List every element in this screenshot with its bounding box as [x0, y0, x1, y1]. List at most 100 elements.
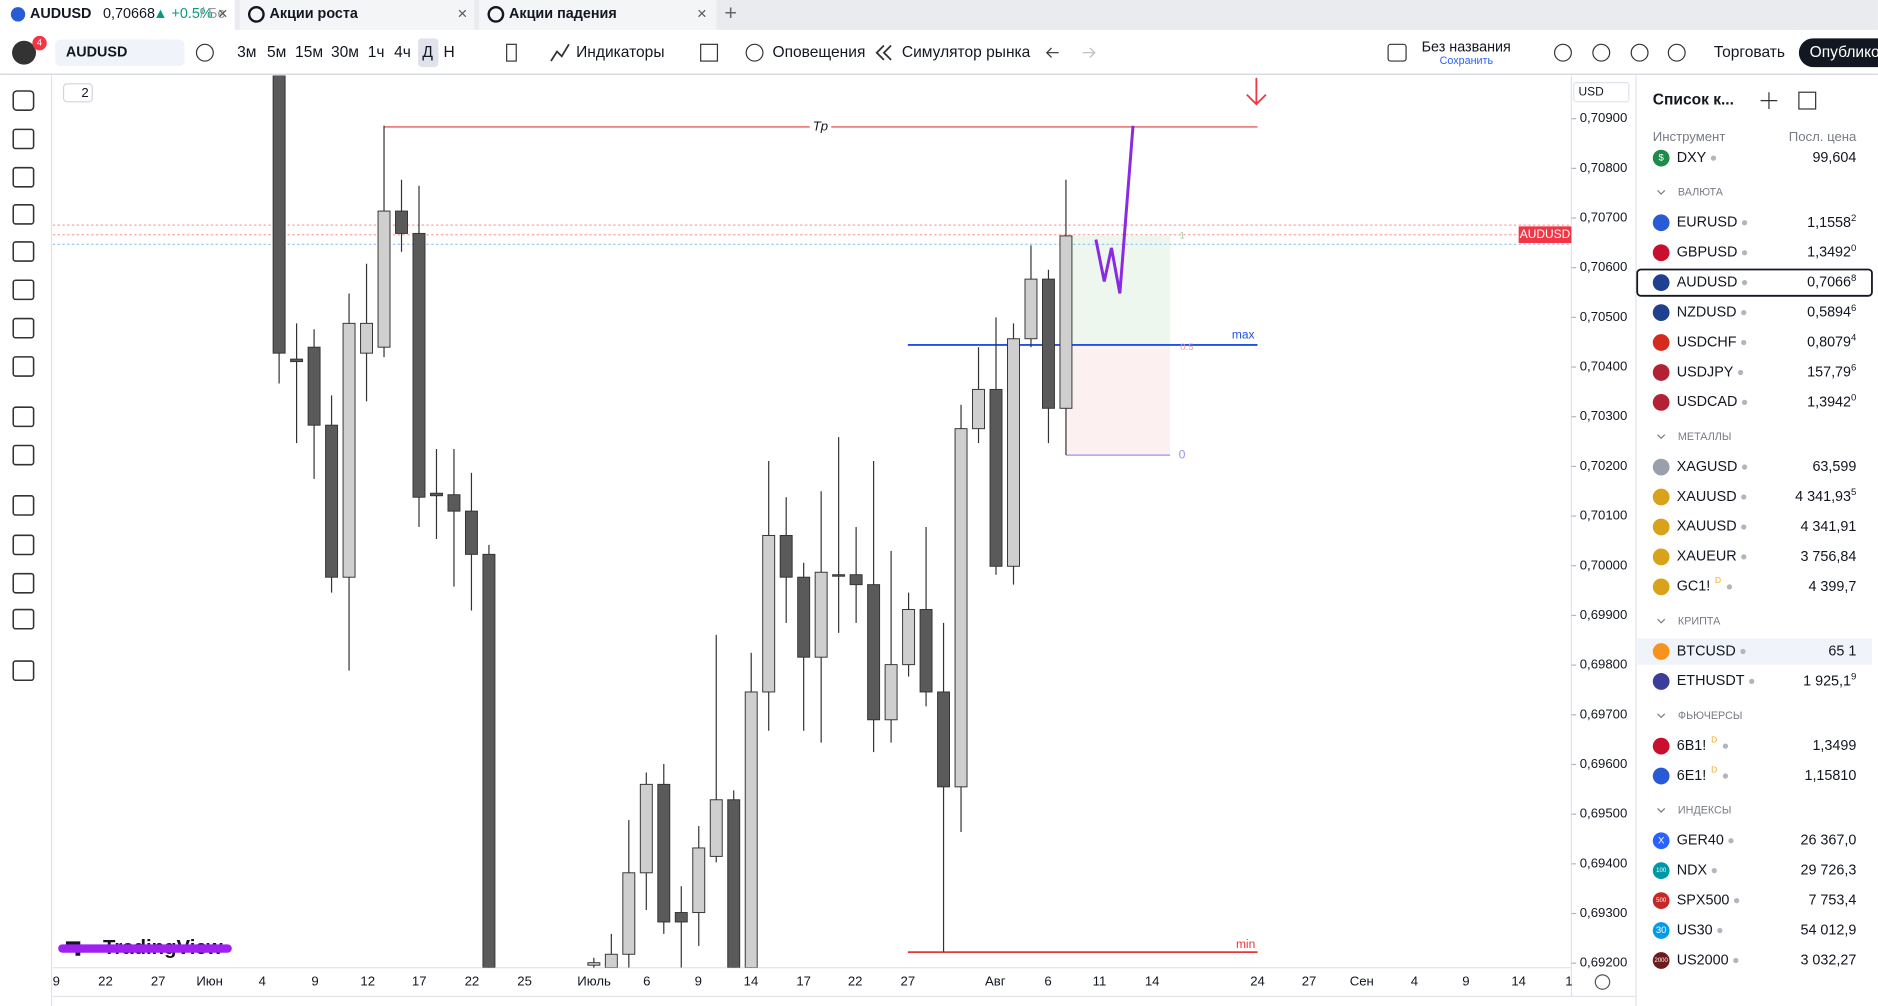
tab[interactable] [479, 0, 717, 30]
interval[interactable]: 15м [295, 44, 323, 61]
section-chevron[interactable] [1657, 618, 1666, 624]
interval[interactable]: 4ч [394, 44, 411, 61]
drawing-tool[interactable] [12, 495, 35, 516]
symbol[interactable]: XAUUSD [1677, 519, 1737, 535]
symbol[interactable]: 6B1! [1677, 738, 1707, 754]
legend-toggle[interactable] [62, 83, 93, 103]
chart-type-icon[interactable] [506, 43, 517, 62]
symbol[interactable]: SPX500 [1677, 892, 1730, 908]
interval[interactable]: 1ч [368, 44, 385, 61]
drawing-tool[interactable] [12, 90, 35, 111]
interval[interactable]: 30м [331, 44, 359, 61]
symbol[interactable]: 6E1! [1677, 768, 1707, 784]
toolbar-icon[interactable] [1630, 43, 1649, 62]
drawing-tool[interactable] [12, 534, 35, 556]
drawing-tool[interactable] [12, 356, 35, 377]
x-tick-label: 14 [1145, 974, 1160, 989]
replay[interactable]: Симулятор рынка [902, 44, 1031, 61]
symbol[interactable]: XAUUSD [1677, 489, 1737, 505]
undo[interactable] [1045, 47, 1059, 58]
publish-btn[interactable] [1798, 38, 1878, 68]
watchlist-title[interactable]: Список к... [1653, 92, 1734, 109]
trade[interactable]: Торговать [1714, 44, 1785, 61]
currency-box[interactable] [1573, 82, 1630, 103]
new-tab[interactable]: + [724, 0, 737, 25]
redo[interactable] [1082, 47, 1096, 58]
candle-body [814, 571, 828, 658]
drawing-tool[interactable] [12, 406, 35, 428]
section-chevron[interactable] [1657, 713, 1666, 719]
tab[interactable] [239, 0, 475, 30]
symbol[interactable]: AUDUSD [1677, 274, 1738, 290]
row-hover[interactable] [1637, 638, 1872, 665]
drawing-tool[interactable] [12, 204, 35, 225]
status-dot [1710, 155, 1717, 161]
interval[interactable]: Н [444, 44, 455, 61]
candle-body [884, 664, 898, 721]
watchlist-panel [1637, 75, 1878, 1006]
interval[interactable]: 5м [267, 44, 286, 61]
tab-title[interactable]: Акции падения [509, 6, 617, 22]
watchlist-add[interactable] [1760, 92, 1778, 109]
symbol[interactable]: GBPUSD [1677, 244, 1738, 260]
symbol[interactable]: US30 [1677, 922, 1713, 938]
layout-icon[interactable] [1387, 43, 1407, 62]
alerts-icon[interactable] [745, 43, 764, 62]
x-tick-label: 17 [412, 974, 427, 989]
section-chevron[interactable] [1657, 807, 1666, 813]
symbol[interactable]: EURUSD [1677, 215, 1738, 231]
drawing-tool[interactable] [12, 444, 35, 466]
symbol[interactable]: XAGUSD [1677, 459, 1738, 475]
tab-title[interactable]: Акции роста [270, 6, 359, 22]
settings-icon[interactable] [1594, 974, 1611, 990]
symbol[interactable]: USDCAD [1677, 394, 1738, 410]
symbol[interactable]: USDJPY [1677, 364, 1734, 380]
tab-close[interactable]: × [218, 4, 228, 23]
candle-body [325, 424, 339, 578]
drawing-tool[interactable] [12, 572, 35, 594]
drawing-tool[interactable] [12, 279, 35, 301]
save[interactable]: Сохранить [1440, 55, 1494, 67]
row-selected[interactable] [1636, 268, 1873, 297]
symbol[interactable]: GC1! [1677, 579, 1711, 595]
toolbar-icon[interactable] [1553, 43, 1572, 62]
drawing-tool[interactable] [12, 166, 35, 188]
symbol[interactable]: GER40 [1677, 833, 1724, 849]
section-chevron[interactable] [1657, 189, 1666, 195]
symbol[interactable]: US2000 [1677, 952, 1729, 968]
add-symbol[interactable] [195, 43, 214, 62]
symbol-search[interactable] [55, 39, 185, 66]
watchlist-layout[interactable] [1798, 91, 1817, 110]
templates-icon[interactable] [700, 43, 719, 62]
avatar[interactable] [12, 40, 36, 65]
tab-close[interactable]: × [457, 4, 467, 23]
drawing-tool[interactable] [12, 660, 35, 682]
indicators-icon[interactable] [550, 43, 570, 62]
symbol[interactable]: USDCHF [1677, 334, 1737, 350]
symbol[interactable]: ETHUSDT [1677, 673, 1745, 689]
alerts[interactable]: Оповещения [773, 44, 866, 61]
indicators[interactable]: Индикаторы [576, 44, 664, 61]
drawing-tool[interactable] [12, 608, 35, 630]
tab[interactable] [0, 0, 235, 30]
section-chevron[interactable] [1657, 434, 1666, 440]
drawing-tool[interactable] [12, 317, 35, 339]
min-label: min [1236, 937, 1255, 951]
symbol[interactable]: BTCUSD [1677, 643, 1736, 659]
tab-close[interactable]: × [697, 4, 707, 23]
interval[interactable]: 3м [237, 44, 256, 61]
layout-name[interactable]: Без названия [1422, 40, 1511, 56]
symbol[interactable]: DXY [1677, 150, 1707, 166]
symbol[interactable]: NZDUSD [1677, 304, 1737, 320]
toolbar-icon[interactable] [1667, 43, 1686, 62]
symbol[interactable]: XAUEUR [1677, 549, 1737, 565]
interval[interactable]: Д [422, 44, 433, 61]
symbol[interactable]: NDX [1677, 862, 1708, 878]
y-tick-label: 0,70600 [1580, 259, 1628, 274]
drawing-tool[interactable] [12, 128, 35, 150]
publish[interactable]: Опубликов [1810, 44, 1878, 61]
section-name: КРИПТА [1678, 615, 1721, 627]
drawing-tool[interactable] [12, 241, 35, 262]
toolbar-icon[interactable] [1592, 43, 1611, 62]
replay-icon[interactable] [875, 44, 892, 61]
